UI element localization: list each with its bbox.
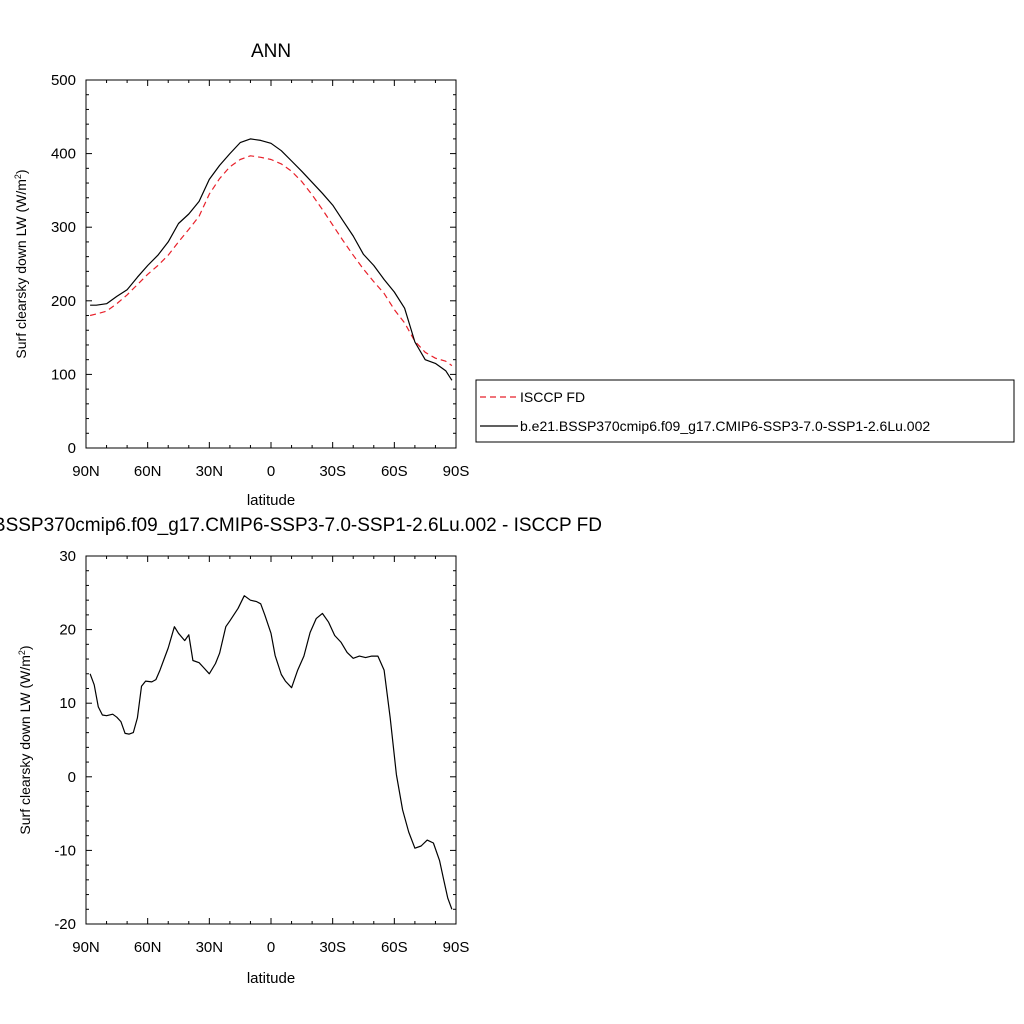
difference-panel: b.e21.BSSP370cmip6.f09_g17.CMIP6-SSP3-7.… [0,515,602,987]
difference-line [89,595,453,910]
x-tick-label: 90N [72,939,100,956]
y-tick-label: 100 [51,366,76,383]
y-tick-label: 300 [51,219,76,236]
y-tick-label: 20 [59,622,76,639]
x-tick-label: 60S [381,463,408,480]
x-tick-label: 90S [443,939,470,956]
legend-box [475,379,1015,443]
y-tick-label: 400 [51,146,76,163]
legend-entry-model: b.e21.BSSP370cmip6.f09_g17.CMIP6-SSP3-7.… [520,418,930,434]
x-tick-label: 30N [196,939,224,956]
series-lines [89,138,453,381]
chart-title: ANN [251,41,291,62]
model-line [90,138,453,381]
x-tick-label: 30N [196,463,224,480]
x-tick-label: 60N [134,463,162,480]
chart-title: b.e21.BSSP370cmip6.f09_g17.CMIP6-SSP3-7.… [0,515,602,536]
isccp-fd-line [89,155,453,367]
x-tick-label: 30S [319,939,346,956]
x-tick-label: 0 [267,463,275,480]
y-tick-label: 0 [68,769,76,786]
y-axis-label: Surf clearsky down LW (W/m2) [17,645,33,834]
x-tick-label: 90N [72,463,100,480]
x-tick-label: 90S [443,463,470,480]
x-tick-label: 60N [134,939,162,956]
y-tick-label: 30 [59,548,76,565]
x-axis-label: latitude [247,970,295,987]
axes: 90N 60N 30N 0 30S 60S 90S 0 100 200 300 400 500 [51,72,469,480]
series-lines [89,595,453,910]
x-tick-label: 60S [381,939,408,956]
mean-field-panel: ANN 90N 60N 30N 0 30S 60S 90S0100200300400500 … [13,41,469,509]
y-tick-label: -20 [54,916,76,933]
y-tick-label: 0 [68,440,76,457]
x-tick-label: 0 [267,939,275,956]
x-tick-label: 30S [319,463,346,480]
y-tick-label: -10 [54,842,76,859]
y-tick-label: 500 [51,72,76,89]
x-axis-label: latitude [247,492,295,509]
legend: ISCCP FD b.e21.BSSP370cmip6.f09_g17.CMIP… [475,379,1015,443]
y-tick-label: 10 [59,695,76,712]
y-axis-label: Surf clearsky down LW (W/m2) [13,169,29,358]
legend-entry-isccp: ISCCP FD [520,389,585,405]
axes: 90N 60N 30N 0 30S 60S 90S -20 -10 0 10 20 30 [54,548,469,956]
y-tick-label: 200 [51,293,76,310]
